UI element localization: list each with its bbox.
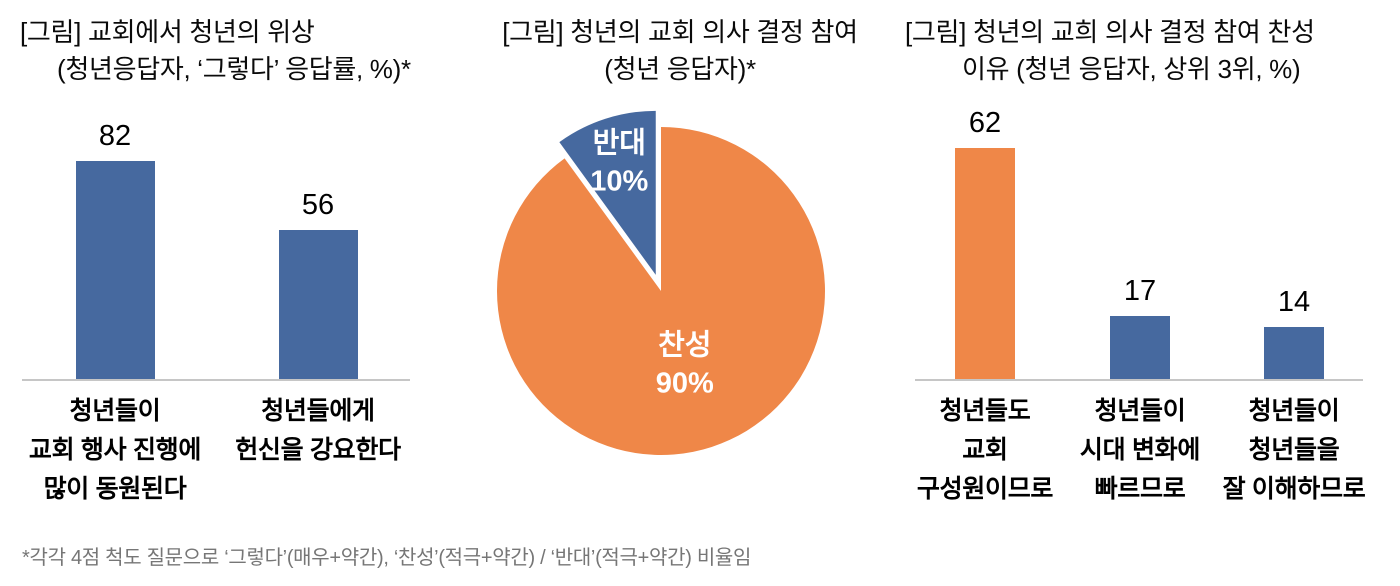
pie-chart: 찬성 90% 반대 10% (496, 110, 825, 456)
bar (1264, 327, 1324, 379)
pie-slice-label-approve: 찬성 90% (656, 328, 714, 399)
chart3-title: [그림] 청년의 교희 의사 결정 참여 찬성 이유 (청년 응답자, 상위 3… (905, 14, 1315, 88)
bar-value-label: 17 (1123, 275, 1157, 307)
chart2-title: [그림] 청년의 교회 의사 결정 참여 (청년 응답자)* (470, 14, 890, 88)
bar (75, 161, 155, 379)
bar-category-label: 청년들이 청년들을 잘 이해하므로 (1222, 397, 1366, 503)
bar-value-label: 56 (301, 189, 335, 221)
pie-slice-label-oppose: 반대 10% (590, 127, 648, 198)
chart2-title-line1: [그림] 청년의 교회 의사 결정 참여 (502, 17, 858, 47)
chart3-title-line2: 이유 (청년 응답자, 상위 3위, %) (962, 54, 1301, 84)
bar (955, 148, 1015, 379)
pie-slice-oppose (559, 110, 656, 275)
pie-chart-participation: 찬성 90% 반대 10% (471, 101, 851, 481)
bar (278, 230, 358, 379)
bar-category-label: 청년들에게 헌신을 강요한다 (235, 397, 401, 464)
bar-value-label: 14 (1277, 286, 1311, 318)
footnote: *각각 4점 척도 질문으로 ‘그렇다’(매우+약간), ‘찬성’(적극+약간)… (22, 547, 752, 569)
bar (1110, 316, 1170, 379)
x-axis-line (22, 379, 410, 381)
chart3-title-line1: [그림] 청년의 교희 의사 결정 참여 찬성 (905, 17, 1315, 47)
chart1-title: [그림] 교회에서 청년의 위상 (청년응답자, ‘그렇다’ 응답률, %)* (20, 14, 411, 88)
bar-category-label: 청년들도 교회 구성원이므로 (916, 397, 1054, 503)
x-axis-line (915, 379, 1363, 381)
pie-slice-approve (496, 127, 825, 456)
bar-category-label: 청년들이 교회 행사 진행에 많이 동원된다 (28, 397, 202, 503)
bar-value-label: 62 (968, 107, 1002, 139)
bar-value-label: 82 (98, 120, 132, 152)
chart1-title-line1: [그림] 교회에서 청년의 위상 (20, 17, 315, 47)
chart2-title-line2: (청년 응답자)* (604, 54, 756, 84)
bar-category-label: 청년들이 시대 변화에 빠르므로 (1079, 397, 1201, 503)
chart1-title-line2: (청년응답자, ‘그렇다’ 응답률, %)* (57, 54, 411, 84)
